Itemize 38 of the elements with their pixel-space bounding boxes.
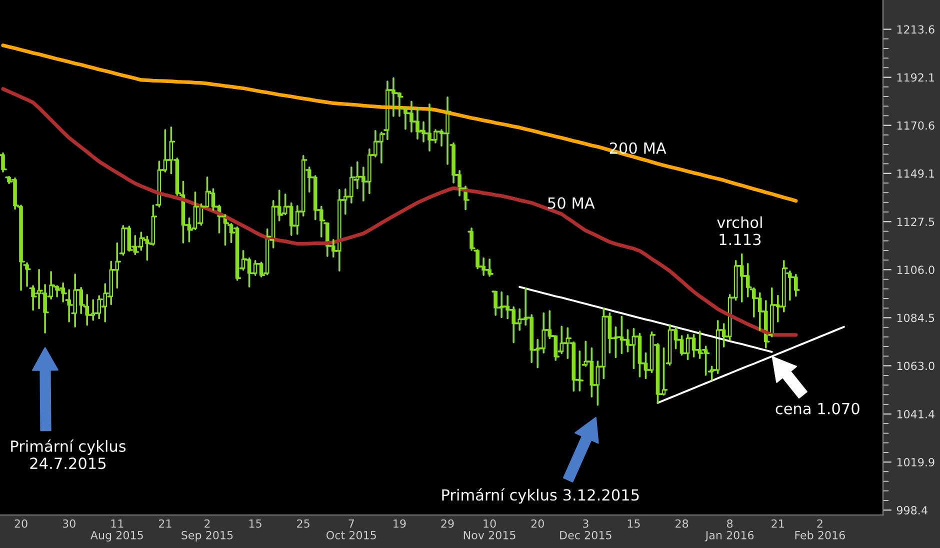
series-label: 50 MA: [548, 197, 595, 209]
x-tick-label: 2 Feb 2016: [795, 519, 845, 540]
x-tick-label: 21: [772, 519, 784, 528]
y-tick-label: 1041.4: [897, 410, 934, 418]
x-tick-label: 15: [628, 520, 640, 528]
annotation: Primární cyklus 24.7.2015: [11, 440, 126, 470]
x-tick-label: 21: [158, 519, 172, 528]
y-tick-label: 1192.1: [897, 73, 934, 82]
y-tick-label: 1170.6: [897, 121, 934, 130]
y-tick-label: 1106.0: [897, 266, 934, 274]
annotation: cena 1.070: [776, 402, 860, 414]
x-tick-label: 25: [297, 519, 310, 528]
y-tick-label: 1149.1: [897, 169, 934, 178]
x-tick-label: 2 Sep 2015: [182, 519, 233, 542]
line-series: [1, 87, 798, 337]
series-label: 200 MA: [610, 142, 666, 154]
x-tick-label: 11 Aug 2015: [90, 520, 143, 542]
x-tick-label: 3 Dec 2015: [560, 519, 612, 540]
annotation: vrchol 1.113: [717, 216, 762, 246]
x-tick-label: 20: [14, 519, 28, 528]
x-tick-label: 20: [531, 519, 544, 528]
line-series: [518, 286, 773, 353]
x-tick-label: 10 Nov 2015: [464, 519, 516, 540]
x-tick-label: 7 Oct 2015: [326, 520, 376, 540]
y-tick-label: 1063.0: [897, 362, 934, 370]
x-tick-label: 28: [676, 519, 688, 528]
y-tick-label: 1127.5: [897, 218, 934, 226]
x-tick-label: 15: [249, 520, 262, 528]
x-tick-label: 29: [441, 519, 454, 528]
y-tick-label: 998.4: [896, 506, 928, 514]
x-tick-label: 19: [394, 519, 406, 528]
annotation: Primární cyklus 3.12.2015: [442, 488, 639, 504]
x-tick-label: 30: [62, 519, 76, 528]
x-tick-label: 8 Jan 2016: [704, 519, 754, 542]
y-tick-label: 1084.5: [897, 314, 934, 322]
line-series: [656, 326, 845, 404]
y-tick-label: 1213.6: [897, 25, 934, 34]
y-tick-label: 1019.9: [897, 458, 934, 466]
